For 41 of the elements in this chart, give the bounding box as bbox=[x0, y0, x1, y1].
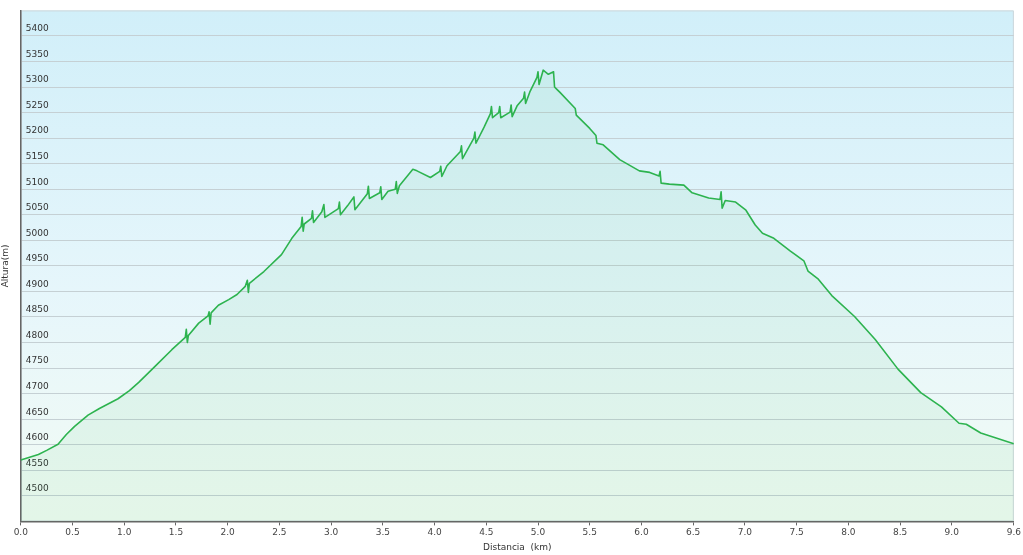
x-tick-label: 1.0 bbox=[117, 527, 132, 538]
x-tick-label: 6.0 bbox=[634, 527, 649, 538]
y-tick-label: 5200 bbox=[25, 125, 49, 136]
x-tick-label: 5.0 bbox=[530, 527, 546, 538]
x-tick-label: 1.5 bbox=[168, 527, 184, 538]
x-tick-label: 5.5 bbox=[582, 527, 597, 538]
y-tick-label: 5100 bbox=[25, 176, 49, 187]
x-tick-label: 4.5 bbox=[479, 527, 494, 538]
y-tick-label: 4750 bbox=[25, 355, 49, 366]
y-tick-label: 4600 bbox=[25, 432, 49, 443]
x-tick-label: 8.5 bbox=[892, 527, 908, 538]
x-tick-label: 6.5 bbox=[686, 527, 701, 538]
y-tick-label: 5050 bbox=[25, 202, 49, 213]
y-tick-label: 4650 bbox=[25, 406, 49, 417]
x-tick-label: 3.5 bbox=[375, 527, 391, 538]
y-tick-label: 4850 bbox=[25, 304, 49, 315]
y-tick-label: 4500 bbox=[25, 483, 49, 494]
x-tick-label: 4.0 bbox=[427, 527, 442, 538]
x-tick-label: 7.5 bbox=[789, 527, 804, 538]
y-tick-label: 5250 bbox=[25, 99, 49, 110]
x-tick-label: 7.0 bbox=[737, 527, 753, 538]
y-tick-label: 4900 bbox=[25, 278, 49, 289]
x-tick-label: 9.0 bbox=[944, 527, 960, 538]
y-tick-label: 4800 bbox=[25, 329, 49, 340]
y-tick-label: 5150 bbox=[25, 151, 49, 162]
y-tick-label: 5350 bbox=[25, 48, 49, 59]
x-tick-label: 3.0 bbox=[323, 527, 339, 538]
x-tick-label: 0.0 bbox=[13, 527, 29, 538]
x-tick-label: 2.0 bbox=[220, 527, 236, 538]
y-tick-label: 4700 bbox=[25, 380, 49, 391]
x-tick-label: 2.5 bbox=[272, 527, 287, 538]
x-tick-label: 9.6 bbox=[1006, 527, 1022, 538]
y-tick-label: 4550 bbox=[25, 457, 49, 468]
y-tick-label: 4950 bbox=[25, 253, 49, 264]
x-axis-title: Distancia (km) bbox=[483, 541, 552, 552]
y-tick-label: 5300 bbox=[25, 74, 49, 85]
y-tick-label: 5000 bbox=[25, 227, 49, 238]
x-tick-label: 0.5 bbox=[65, 527, 80, 538]
x-tick-label: 8.0 bbox=[841, 527, 856, 538]
y-axis-title: Altura(m) bbox=[0, 244, 10, 288]
y-tick-label: 5400 bbox=[25, 23, 49, 34]
